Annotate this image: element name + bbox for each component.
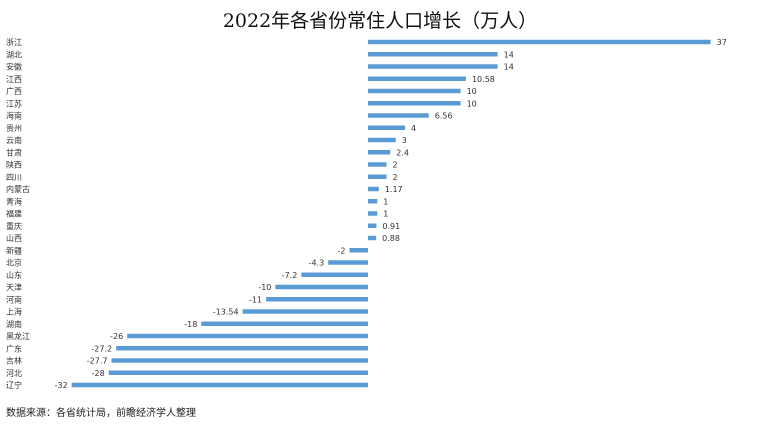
bar (368, 64, 498, 69)
bar (111, 358, 369, 363)
category-label: 海南 (6, 111, 22, 121)
category-label: 云南 (6, 135, 22, 145)
data-label: -4.3 (309, 259, 325, 268)
data-label: -27.7 (87, 357, 108, 366)
bar (328, 260, 368, 265)
data-label: 6.56 (435, 112, 453, 121)
data-label: 3 (402, 136, 407, 145)
category-label: 上海 (6, 307, 22, 317)
bar (368, 137, 396, 143)
category-label: 陕西 (6, 160, 22, 170)
data-label: 2 (393, 173, 398, 182)
category-label: 山东 (6, 270, 22, 280)
data-label: 4 (411, 124, 416, 133)
category-label: 安徽 (6, 62, 22, 72)
data-label: 10 (467, 87, 477, 96)
data-label: -11 (249, 295, 262, 304)
category-label: 黑龙江 (6, 331, 30, 341)
data-label: -18 (184, 320, 197, 329)
data-label: -2 (337, 246, 345, 255)
bar (368, 211, 378, 216)
category-label: 河南 (6, 294, 22, 304)
category-label: 广东 (6, 343, 22, 353)
bar (368, 52, 498, 57)
bar (368, 174, 387, 179)
bar (368, 186, 379, 192)
category-label: 四川 (6, 173, 22, 182)
data-label: 1 (383, 197, 388, 206)
bar (368, 223, 377, 228)
data-label: 37 (717, 38, 727, 47)
category-label: 江西 (6, 75, 22, 84)
data-label: 2 (393, 161, 398, 170)
bar (368, 101, 461, 106)
bar (368, 39, 711, 45)
bar (275, 284, 368, 290)
data-label: 14 (504, 63, 514, 72)
bar (368, 125, 406, 130)
bar (368, 162, 387, 167)
category-label: 江苏 (6, 98, 22, 108)
data-label: 14 (504, 50, 514, 59)
category-label: 湖北 (6, 50, 22, 59)
category-label: 贵州 (6, 123, 22, 133)
category-label: 内蒙古 (6, 184, 30, 194)
category-label: 辽宁 (6, 380, 22, 390)
category-label: 北京 (6, 258, 22, 268)
data-label: 0.91 (382, 222, 400, 231)
category-label: 山西 (6, 233, 22, 243)
bar (71, 382, 369, 388)
bar (368, 88, 461, 94)
data-label: -32 (55, 381, 68, 390)
data-label: -7.2 (282, 271, 298, 280)
bar (242, 309, 368, 314)
bar (368, 113, 429, 118)
bar (368, 199, 378, 204)
data-label: 2.4 (396, 148, 409, 157)
category-label: 吉林 (6, 356, 22, 366)
source-note: 数据来源：各省统计局，前瞻经济学人整理 (6, 408, 196, 419)
bar (116, 346, 369, 351)
data-label: -28 (92, 369, 105, 378)
data-label: -10 (258, 283, 271, 292)
category-label: 天津 (6, 282, 22, 292)
data-label: 10 (467, 99, 477, 108)
data-label: 1.17 (385, 185, 403, 194)
category-label: 广西 (6, 86, 22, 96)
category-label: 福建 (6, 209, 22, 219)
bar (301, 272, 368, 277)
data-label: 10.58 (472, 75, 495, 84)
category-label: 甘肃 (6, 147, 22, 157)
bar (349, 248, 368, 253)
data-label: 0.88 (382, 234, 400, 243)
data-label: 1 (383, 210, 388, 219)
bar (368, 150, 391, 155)
category-label: 新疆 (6, 245, 22, 255)
bar (368, 235, 377, 241)
category-label: 重庆 (6, 221, 22, 231)
bar (127, 333, 369, 339)
category-label: 湖南 (6, 319, 22, 329)
bar (201, 321, 368, 326)
chart-title: 2022年各省份常住人口增长（万人） (222, 10, 538, 32)
category-label: 青海 (6, 196, 22, 206)
data-label: -13.54 (213, 308, 239, 317)
category-label: 浙江 (6, 37, 22, 47)
bar (368, 76, 466, 81)
bar (266, 297, 368, 302)
bar (108, 370, 368, 375)
category-label: 河北 (6, 368, 22, 378)
data-label: -27.2 (91, 344, 112, 353)
data-label: -26 (110, 332, 123, 341)
